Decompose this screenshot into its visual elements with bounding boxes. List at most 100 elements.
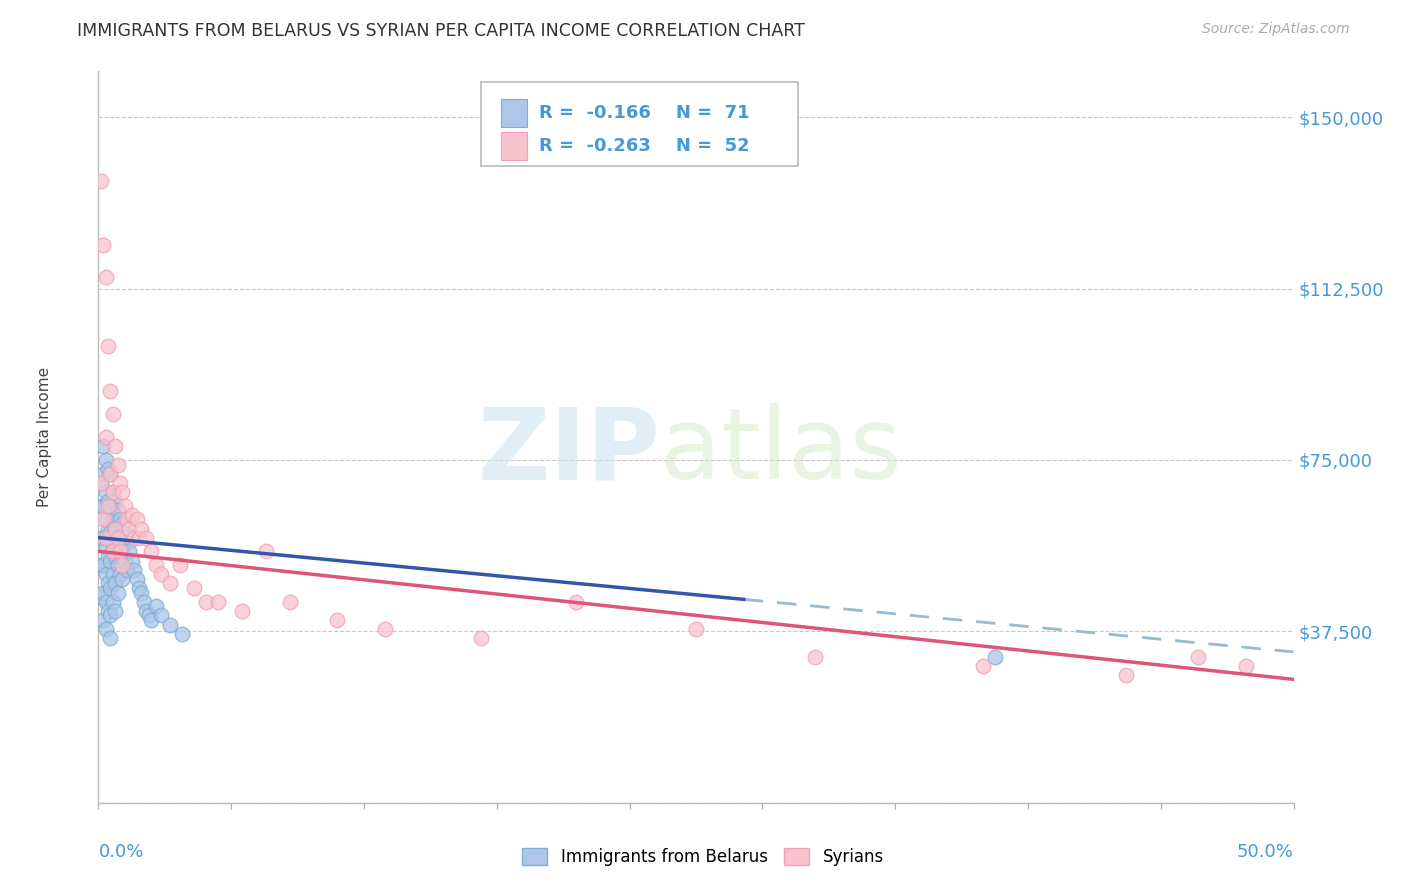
Point (125, 512, 148, 526)
Point (108, 544, 131, 558)
Point (101, 540, 124, 554)
Point (149, 608, 172, 623)
Point (565, 594, 588, 608)
Text: atlas: atlas (661, 403, 901, 500)
Point (108, 567, 131, 582)
Point (101, 512, 124, 526)
Point (91, 439, 114, 453)
Text: Source: ZipAtlas.com: Source: ZipAtlas.com (1202, 22, 1350, 37)
Point (183, 581, 205, 595)
Point (984, 649, 1007, 664)
Text: ZIP: ZIP (477, 403, 661, 500)
Point (972, 658, 994, 673)
Point (131, 521, 153, 535)
Point (685, 622, 707, 636)
Point (207, 594, 229, 608)
Point (91, 531, 114, 545)
Point (124, 531, 146, 545)
FancyBboxPatch shape (481, 82, 797, 167)
Point (121, 553, 143, 567)
Point (115, 535, 138, 549)
Point (159, 617, 181, 632)
Point (114, 553, 136, 567)
Point (94, 430, 117, 444)
Point (139, 544, 162, 558)
Point (470, 632, 492, 646)
Point (104, 494, 127, 508)
Point (278, 594, 301, 608)
Point (97, 604, 120, 618)
Point (138, 608, 160, 623)
Point (107, 503, 129, 517)
Point (114, 499, 136, 513)
Point (128, 531, 150, 545)
Point (135, 604, 157, 618)
Point (108, 512, 131, 526)
Legend: Immigrants from Belarus, Syrians: Immigrants from Belarus, Syrians (516, 841, 890, 873)
Point (90, 499, 112, 513)
Point (128, 581, 150, 595)
Point (94, 453, 117, 467)
Point (97, 549, 120, 563)
Point (98, 608, 122, 623)
Point (97, 576, 120, 591)
Point (91, 467, 114, 481)
Point (94, 567, 117, 582)
Text: R =  -0.263    N =  52: R = -0.263 N = 52 (540, 136, 749, 155)
Point (104, 576, 127, 591)
Point (104, 521, 127, 535)
Point (1234, 658, 1257, 673)
Point (101, 544, 124, 558)
Point (111, 516, 134, 531)
Point (107, 558, 129, 573)
Point (101, 594, 124, 608)
Point (139, 613, 162, 627)
Point (1187, 649, 1209, 664)
Point (326, 613, 349, 627)
Point (149, 567, 172, 582)
Point (254, 544, 277, 558)
Point (169, 558, 191, 573)
Point (107, 585, 129, 599)
Point (115, 512, 138, 526)
Point (98, 526, 122, 541)
Point (195, 594, 218, 608)
FancyBboxPatch shape (501, 99, 527, 127)
Point (107, 458, 129, 472)
Point (104, 521, 127, 535)
Point (91, 613, 114, 627)
Point (145, 599, 167, 614)
Point (94, 540, 117, 554)
Point (108, 540, 131, 554)
Point (124, 563, 146, 577)
Point (104, 604, 127, 618)
FancyBboxPatch shape (501, 132, 527, 160)
Point (132, 594, 155, 608)
Point (118, 544, 141, 558)
Point (135, 531, 157, 545)
Point (90, 475, 112, 490)
Point (98, 467, 122, 481)
Point (98, 553, 122, 567)
Text: 0.0%: 0.0% (98, 843, 143, 861)
Point (118, 521, 141, 535)
Point (131, 585, 153, 599)
Point (804, 649, 827, 664)
Point (90, 590, 112, 604)
Point (97, 462, 120, 476)
Point (94, 531, 117, 545)
Point (98, 632, 122, 646)
Point (104, 549, 127, 563)
Point (114, 526, 136, 541)
Point (107, 531, 129, 545)
Text: Per Capita Income: Per Capita Income (37, 367, 52, 508)
Point (94, 622, 117, 636)
Point (231, 604, 253, 618)
Point (145, 558, 167, 573)
Point (91, 585, 114, 599)
Point (90, 531, 112, 545)
Point (101, 484, 124, 499)
Point (97, 338, 120, 352)
Point (115, 563, 138, 577)
Text: IMMIGRANTS FROM BELARUS VS SYRIAN PER CAPITA INCOME CORRELATION CHART: IMMIGRANTS FROM BELARUS VS SYRIAN PER CA… (77, 22, 806, 40)
